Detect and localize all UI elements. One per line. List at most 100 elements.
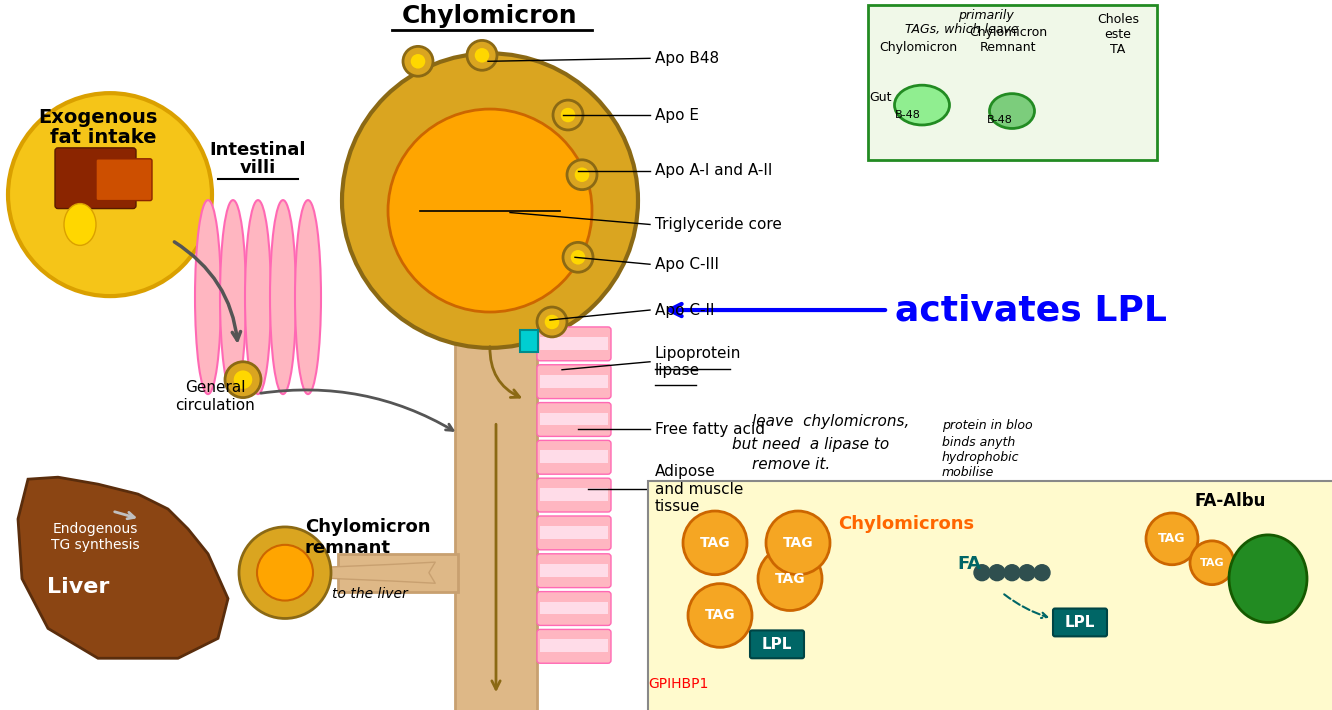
Bar <box>539 337 607 350</box>
FancyBboxPatch shape <box>537 591 611 626</box>
Text: LPL: LPL <box>762 637 793 652</box>
Text: Free fatty acid: Free fatty acid <box>655 422 765 437</box>
Circle shape <box>404 46 433 76</box>
FancyBboxPatch shape <box>96 159 152 201</box>
FancyArrowPatch shape <box>1004 594 1047 618</box>
Text: FA: FA <box>956 555 980 573</box>
Ellipse shape <box>270 200 296 394</box>
Text: TAG: TAG <box>1159 532 1185 545</box>
FancyBboxPatch shape <box>537 365 611 398</box>
Circle shape <box>342 53 638 348</box>
FancyArrowPatch shape <box>490 346 519 398</box>
Circle shape <box>1146 513 1197 564</box>
Circle shape <box>474 48 490 63</box>
Bar <box>539 488 607 501</box>
Text: TAG: TAG <box>783 536 814 550</box>
FancyBboxPatch shape <box>537 327 611 361</box>
Text: B-48: B-48 <box>987 115 1012 125</box>
Bar <box>539 375 607 388</box>
Text: Apo C-III: Apo C-III <box>655 257 719 272</box>
Bar <box>647 481 1332 710</box>
Circle shape <box>1019 564 1035 581</box>
Text: Chylomicron: Chylomicron <box>879 41 958 55</box>
Circle shape <box>238 527 330 618</box>
FancyBboxPatch shape <box>55 148 136 209</box>
Circle shape <box>1034 564 1050 581</box>
Circle shape <box>683 511 747 574</box>
Text: remove it.: remove it. <box>753 457 830 472</box>
Text: but need  a lipase to: but need a lipase to <box>733 437 890 452</box>
Circle shape <box>410 53 426 70</box>
Circle shape <box>974 564 990 581</box>
Ellipse shape <box>194 200 221 394</box>
Circle shape <box>559 107 575 123</box>
Circle shape <box>225 362 261 398</box>
Text: GPIHBP1: GPIHBP1 <box>647 677 709 691</box>
Text: activates LPL: activates LPL <box>895 293 1167 327</box>
Text: binds anyth: binds anyth <box>942 437 1015 449</box>
FancyArrowPatch shape <box>174 242 241 340</box>
Circle shape <box>689 584 753 648</box>
Circle shape <box>758 547 822 611</box>
FancyBboxPatch shape <box>537 554 611 588</box>
Circle shape <box>8 93 212 296</box>
Circle shape <box>388 109 591 312</box>
FancyBboxPatch shape <box>537 629 611 663</box>
Text: Apo B48: Apo B48 <box>655 51 719 66</box>
Circle shape <box>537 307 567 337</box>
Ellipse shape <box>220 200 246 394</box>
Text: primarily: primarily <box>958 9 1014 21</box>
Circle shape <box>233 370 253 390</box>
Text: fat intake: fat intake <box>51 128 156 147</box>
Text: Chylomicron
remnant: Chylomicron remnant <box>305 518 430 557</box>
Text: B-48: B-48 <box>895 110 920 120</box>
Text: Gut: Gut <box>868 91 891 104</box>
Text: TAGs, which leave: TAGs, which leave <box>904 23 1019 36</box>
Text: Apo E: Apo E <box>655 107 699 123</box>
FancyArrowPatch shape <box>261 390 453 430</box>
Text: Chylomicrons: Chylomicrons <box>838 515 974 533</box>
Circle shape <box>570 249 586 266</box>
Text: FA-Albu: FA-Albu <box>1195 492 1267 510</box>
Circle shape <box>567 160 597 190</box>
FancyBboxPatch shape <box>537 403 611 437</box>
Circle shape <box>468 40 497 70</box>
Circle shape <box>543 314 559 330</box>
Text: protein in bloo: protein in bloo <box>942 420 1032 432</box>
Text: Chylomicron
Remnant: Chylomicron Remnant <box>968 26 1047 55</box>
Text: hydrophobic: hydrophobic <box>942 452 1019 464</box>
Text: LPL: LPL <box>1064 615 1095 630</box>
Text: TAG: TAG <box>1200 558 1224 568</box>
Text: Endogenous
TG synthesis: Endogenous TG synthesis <box>51 522 140 552</box>
Text: General
circulation: General circulation <box>174 380 254 413</box>
Text: villi: villi <box>240 159 276 177</box>
Ellipse shape <box>1229 535 1307 623</box>
Ellipse shape <box>64 204 96 246</box>
Circle shape <box>553 100 583 130</box>
Ellipse shape <box>895 85 950 125</box>
Text: Liver: Liver <box>47 577 109 596</box>
Bar <box>539 526 607 539</box>
Circle shape <box>574 167 590 182</box>
Bar <box>519 330 538 352</box>
Text: TAG: TAG <box>775 572 806 586</box>
Text: TAG: TAG <box>705 608 735 623</box>
Text: Triglyceride core: Triglyceride core <box>655 217 782 232</box>
Circle shape <box>766 511 830 574</box>
Text: Adipose
and muscle
tissue: Adipose and muscle tissue <box>655 464 743 514</box>
Text: TAG: TAG <box>699 536 730 550</box>
FancyBboxPatch shape <box>537 478 611 512</box>
FancyBboxPatch shape <box>750 630 805 658</box>
Bar <box>539 413 607 425</box>
Circle shape <box>1189 541 1233 584</box>
FancyBboxPatch shape <box>868 4 1158 160</box>
Circle shape <box>563 242 593 272</box>
Text: Lipoprotein
lipase: Lipoprotein lipase <box>655 346 742 378</box>
Ellipse shape <box>990 94 1035 129</box>
Text: leave  chylomicrons,: leave chylomicrons, <box>753 415 910 430</box>
Bar <box>539 450 607 463</box>
Text: Chylomicron: Chylomicron <box>402 4 578 28</box>
Polygon shape <box>19 477 228 658</box>
Text: Apo A-I and A-II: Apo A-I and A-II <box>655 163 773 178</box>
Ellipse shape <box>294 200 321 394</box>
